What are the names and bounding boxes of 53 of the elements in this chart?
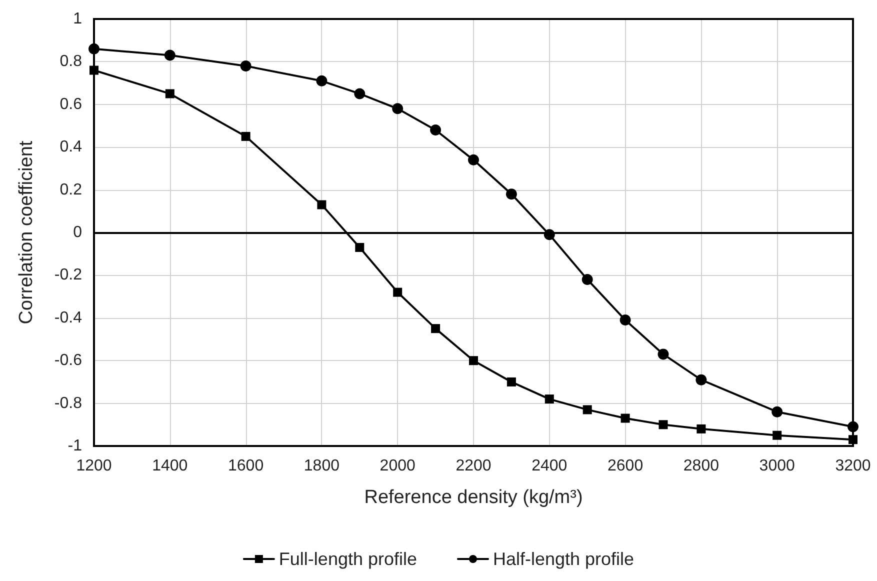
legend-label: Full-length profile [278,549,418,569]
point [241,132,250,141]
x-tick-label: 1200 [76,458,112,474]
x-tick-label: 2600 [608,458,644,474]
point [430,124,442,136]
y-tick-label: -1 [68,438,82,454]
x-tick-label: 2200 [456,458,492,474]
point [506,377,516,386]
x-tick-label: 3200 [835,458,871,474]
y-axis-title: Correlation coefficient [16,140,37,324]
legend-label: Half-length profile [492,549,634,569]
point [393,288,402,297]
y-tick-label: 0.4 [60,138,82,156]
y-tick-label: -0.6 [54,352,82,370]
point [620,414,630,423]
x-tick-label: 2400 [532,458,568,474]
point [392,103,404,114]
point [164,50,176,61]
x-tick-label: 1800 [304,458,340,474]
point [468,154,479,166]
y-tick-label: -0.2 [54,266,82,284]
point [316,75,328,86]
x-tick-label: 3000 [759,458,795,474]
x-tick-label: 1400 [152,458,188,474]
point [355,242,364,252]
y-tick-label: -0.8 [54,394,82,412]
x-tick-label: 2800 [683,458,720,474]
point [582,274,593,285]
point [165,89,174,98]
y-tick-label: -0.4 [54,309,82,326]
x-tick-label: 1600 [228,458,264,474]
point [772,406,783,418]
y-tick-label: 0.6 [60,96,82,113]
y-tick-label: 0 [73,224,82,241]
point [354,88,366,100]
x-axis-title: Reference density (kg/m³) [364,487,583,508]
y-tick-label: 0.8 [60,53,82,70]
point [469,356,478,366]
point [658,348,669,360]
y-tick-label: 1 [73,10,82,28]
point [620,314,631,326]
point [696,374,707,386]
point [772,430,782,440]
point [240,60,252,72]
point [696,424,706,434]
point [431,324,440,334]
point [658,420,668,430]
point [544,394,554,404]
point [317,200,326,210]
x-tick-label: 2000 [380,458,416,474]
y-tick-label: 0.2 [60,181,82,198]
point [582,405,592,414]
point [506,188,517,200]
